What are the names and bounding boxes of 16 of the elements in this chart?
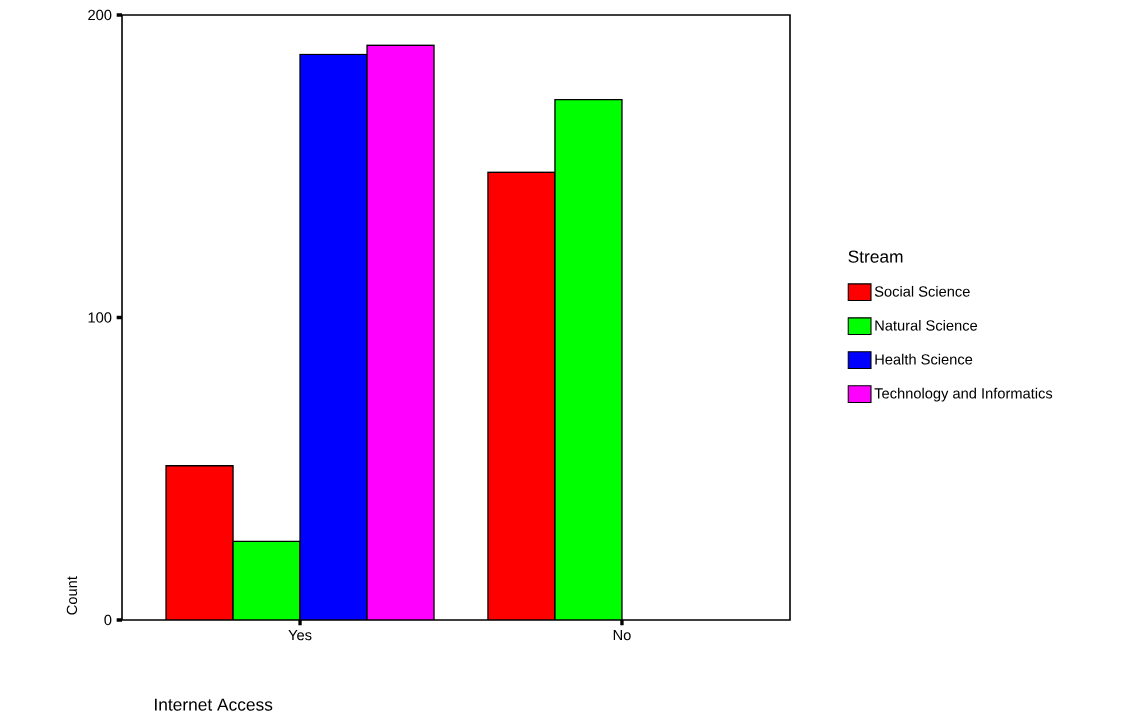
y-tick-label: 200 xyxy=(88,9,112,21)
y-axis-title: Count xyxy=(66,576,78,615)
bar xyxy=(165,465,234,620)
y-tick-label: 100 xyxy=(88,312,112,323)
legend-title: Stream xyxy=(848,250,903,263)
x-tick-label: No xyxy=(613,630,631,641)
legend-label: Health Science xyxy=(875,353,973,365)
bar xyxy=(554,99,623,620)
x-tick-label: Yes xyxy=(288,630,312,641)
legend-label: Social Science xyxy=(874,285,970,297)
y-tick-label: 0 xyxy=(104,614,112,626)
bar xyxy=(232,540,301,620)
bar xyxy=(487,171,556,620)
legend-label: Natural Science xyxy=(875,319,978,331)
legend-label: Technology and Informatics xyxy=(874,387,1053,402)
x-axis-title: Internet Access xyxy=(155,698,273,711)
